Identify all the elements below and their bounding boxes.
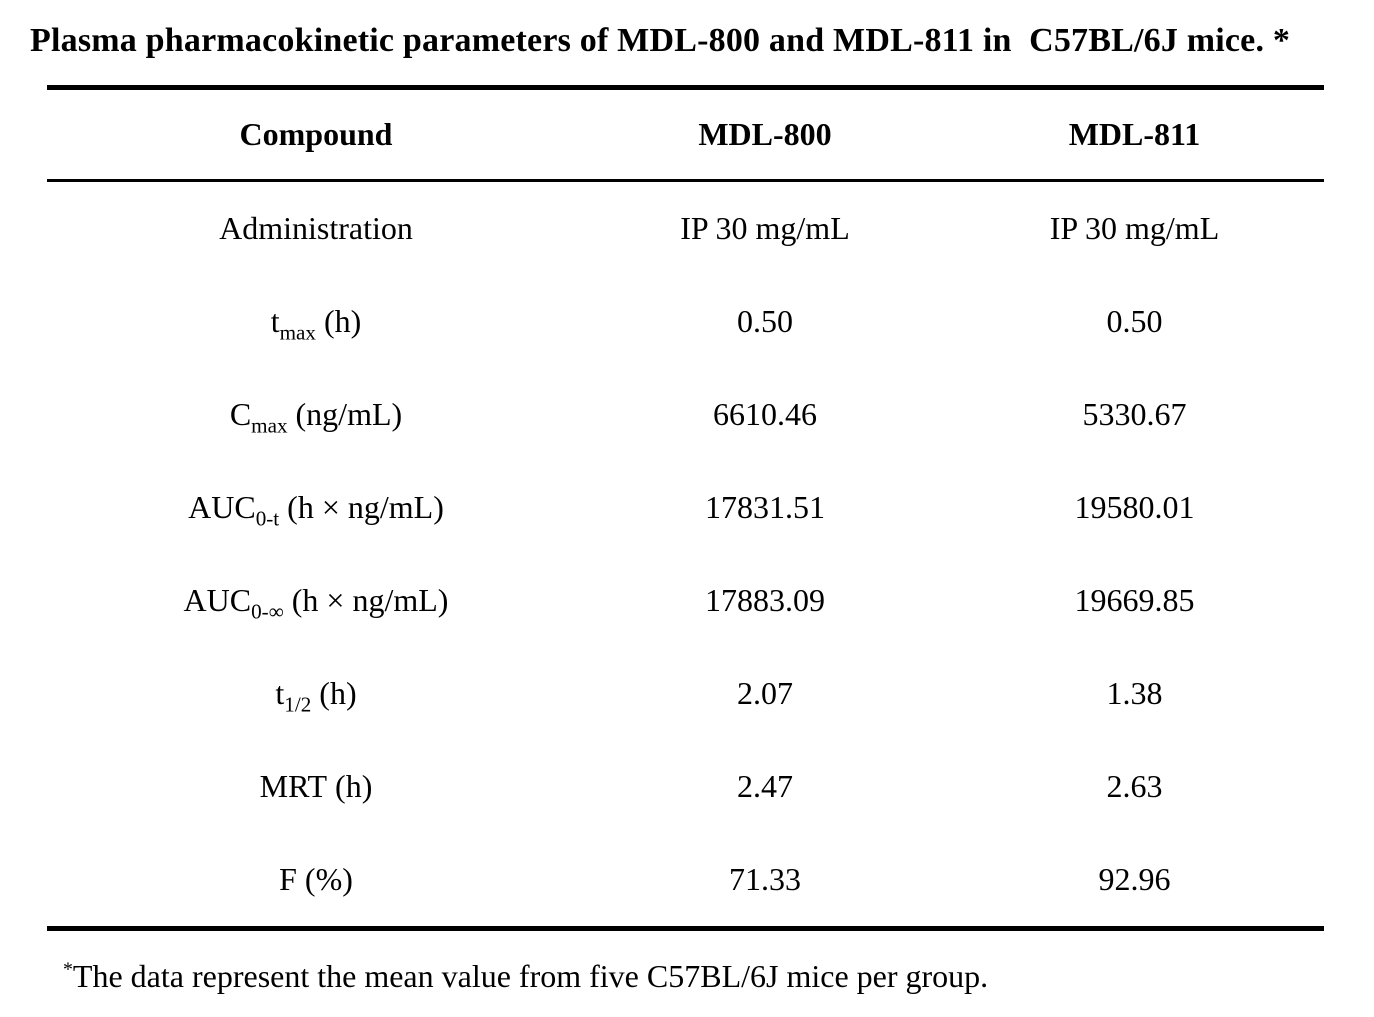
table-row-administration: Administration IP 30 mg/mL IP 30 mg/mL: [47, 182, 1324, 275]
mdl811-value: 0.50: [1106, 303, 1163, 340]
row-label-unit: (ng/mL): [287, 396, 403, 433]
row-label-unit: (h × ng/mL): [279, 489, 444, 526]
mdl800-value: 6610.46: [713, 396, 817, 433]
row-label-text: MRT: [259, 768, 328, 805]
table-row-auc0inf: AUC0-∞ (h × ng/mL) 17883.09 19669.85: [47, 554, 1324, 647]
table-header-row: Compound MDL-800 MDL-811: [47, 90, 1324, 182]
mdl811-value: 1.38: [1106, 675, 1163, 712]
footnote-text: The data represent the mean value from f…: [72, 958, 989, 994]
column-header-mdl811: MDL-811: [1068, 116, 1201, 153]
row-label-subscript: 0-∞: [251, 599, 284, 624]
row-label-text: AUC: [183, 582, 252, 619]
row-label-subscript: 1/2: [284, 692, 312, 717]
row-label: Cmax (ng/mL): [47, 396, 585, 436]
table-row-tmax: tmax (h) 0.50 0.50: [47, 275, 1324, 368]
row-label: AUC0-∞ (h × ng/mL): [47, 582, 585, 622]
mdl800-value: 17883.09: [705, 582, 825, 619]
mdl800-value: 71.33: [729, 861, 801, 898]
mdl811-value: 19669.85: [1074, 582, 1195, 619]
row-label-text: F: [279, 861, 297, 898]
row-label: AUC0-t (h × ng/mL): [47, 489, 585, 529]
table-title: Plasma pharmacokinetic parameters of MDL…: [30, 22, 1291, 59]
row-label: tmax (h): [47, 303, 585, 343]
table-row-bioavailability: F (%) 71.33 92.96: [47, 833, 1324, 926]
table-row-thalf: t1/2 (h) 2.07 1.38: [47, 647, 1324, 740]
row-label-subscript: max: [251, 413, 288, 438]
mdl800-value: 2.47: [737, 768, 793, 805]
row-label-unit: (h × ng/mL): [283, 582, 449, 619]
mdl800-value: 17831.51: [705, 489, 825, 526]
table-row-mrt: MRT (h) 2.47 2.63: [47, 740, 1324, 833]
footnote-asterisk: *: [63, 958, 73, 981]
row-label-unit: (%): [296, 861, 353, 898]
table-row-auc0t: AUC0-t (h × ng/mL) 17831.51 19580.01: [47, 461, 1324, 554]
mdl800-value: 0.50: [737, 303, 793, 340]
mdl811-value: 19580.01: [1074, 489, 1195, 526]
row-label-subscript: max: [279, 320, 316, 345]
mdl800-value: IP 30 mg/mL: [680, 210, 850, 247]
row-label-text: t: [270, 303, 280, 340]
mdl811-value: 5330.67: [1082, 396, 1187, 433]
footnote: *The data represent the mean value from …: [63, 958, 988, 995]
row-label-unit: (h): [311, 675, 357, 712]
mdl800-value: 2.07: [737, 675, 793, 712]
column-header-compound: Compound: [239, 116, 393, 153]
table-row-cmax: Cmax (ng/mL) 6610.46 5330.67: [47, 368, 1324, 461]
row-label-unit: (h): [315, 303, 362, 340]
row-label-text: Administration: [219, 210, 413, 247]
row-label: Administration: [47, 210, 585, 247]
row-label-unit: (h): [327, 768, 373, 805]
row-label-text: t: [275, 675, 285, 712]
mdl811-value: 2.63: [1106, 768, 1163, 805]
row-label: MRT (h): [47, 768, 585, 805]
mdl811-value: 92.96: [1098, 861, 1171, 898]
row-label-text: C: [229, 396, 252, 433]
row-label-text: AUC: [188, 489, 256, 526]
pk-parameters-table: Compound MDL-800 MDL-811 Administration …: [47, 85, 1324, 931]
row-label: t1/2 (h): [47, 675, 585, 715]
column-header-mdl800: MDL-800: [698, 116, 832, 153]
row-label: F (%): [47, 861, 585, 898]
row-label-subscript: 0-t: [255, 506, 280, 531]
mdl811-value: IP 30 mg/mL: [1049, 210, 1220, 247]
